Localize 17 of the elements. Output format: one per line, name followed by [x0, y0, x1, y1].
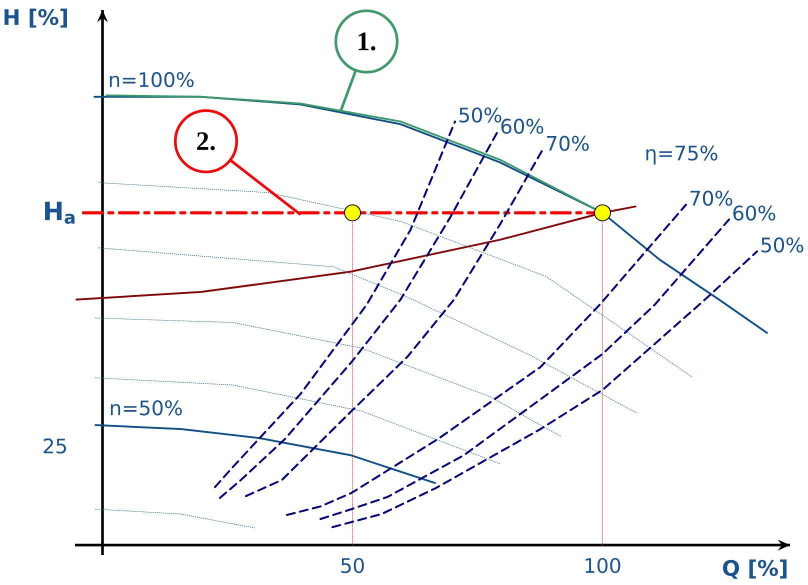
series-label: 50% [459, 107, 502, 123]
annotation: η=75% [646, 145, 718, 164]
series-label: H$_{a}$ [45, 202, 75, 224]
text: 25 [44, 438, 66, 454]
x-axis-title: Q [%] [723, 559, 787, 579]
series-label: 70% [690, 190, 732, 206]
series-label: 70% [547, 136, 589, 151]
x-tick-label: 100 [586, 558, 620, 574]
series-label: 60% [733, 205, 776, 221]
x-tick-label: 50 [341, 558, 364, 574]
series-label: 50% [761, 237, 804, 253]
annotation: 1. [358, 32, 376, 50]
series-label: 60% [501, 118, 544, 134]
series-label: n=100% [110, 72, 194, 88]
series-label: n=50% [110, 400, 182, 416]
y-axis-title: H [%] [4, 8, 67, 28]
annotation: 2. [197, 132, 215, 150]
